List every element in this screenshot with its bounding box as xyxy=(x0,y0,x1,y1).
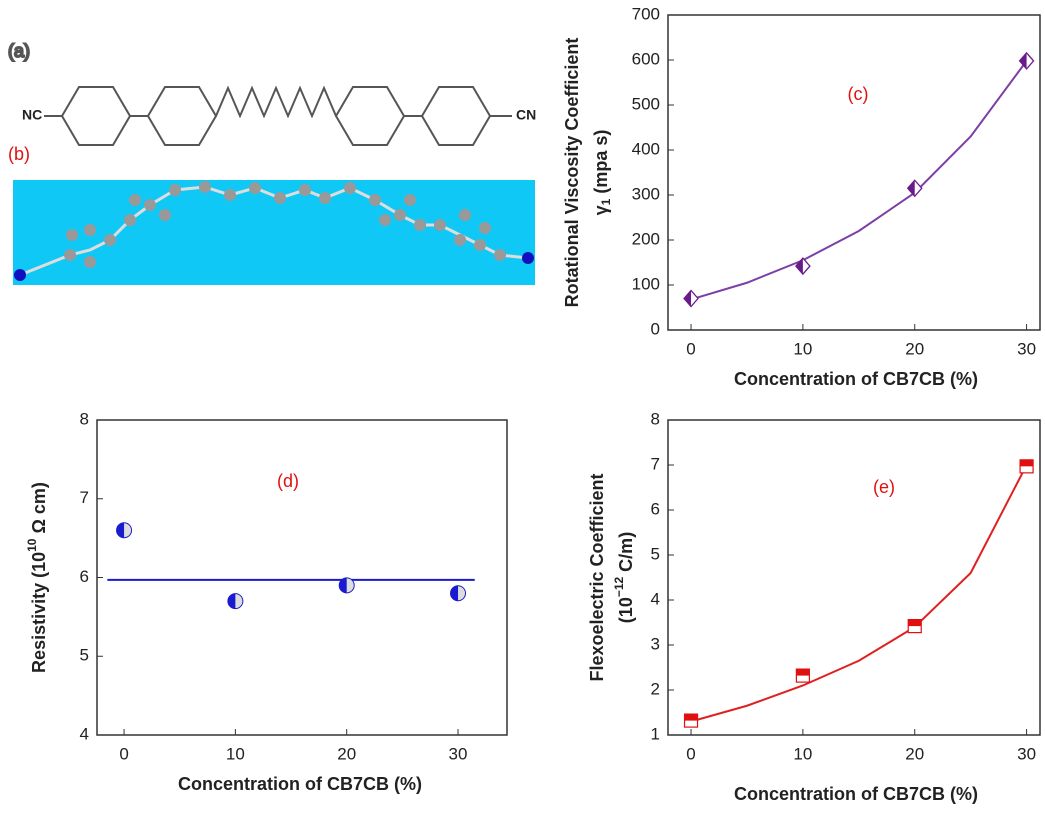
data-point xyxy=(1020,460,1033,473)
x-tick-label: 30 xyxy=(449,744,468,763)
y-tick-label: 700 xyxy=(632,4,660,23)
y-tick-label: 2 xyxy=(651,679,660,698)
y-axis-title-part: (10 xyxy=(29,552,49,578)
y-tick-label: 7 xyxy=(651,454,660,473)
y-tick-label: 6 xyxy=(80,567,89,586)
marker-fill xyxy=(908,180,915,196)
annotation: (e) xyxy=(873,477,895,497)
y-axis-title-part: Ω cm) xyxy=(29,482,49,533)
y-tick-label: 500 xyxy=(632,94,660,113)
y-tick-label: 4 xyxy=(651,589,660,608)
y-axis-title-part: 10 xyxy=(25,538,39,552)
y-tick-label: 1 xyxy=(651,724,660,743)
y-axis-title: (10−12 C/m) xyxy=(612,532,636,623)
data-point xyxy=(228,594,243,609)
x-tick-label: 0 xyxy=(686,339,695,358)
marker-fill xyxy=(228,594,235,609)
y-tick-label: 100 xyxy=(632,274,660,293)
y-tick-label: 3 xyxy=(651,634,660,653)
x-tick-label: 0 xyxy=(686,744,695,763)
marker-fill xyxy=(117,523,124,538)
y-axis-title-part: Resistivity xyxy=(29,583,49,673)
y-axis-title-part: (10 xyxy=(616,597,636,623)
y-tick-label: 600 xyxy=(632,49,660,68)
y-axis-title-part: Flexoelectric Coefficient xyxy=(587,473,607,681)
data-point xyxy=(796,258,810,274)
data-point xyxy=(908,180,922,196)
data-point xyxy=(451,586,466,601)
panel-label: (a) xyxy=(8,41,30,61)
x-tick-label: 10 xyxy=(226,744,245,763)
y-axis-title: Flexoelectric Coefficient xyxy=(587,473,607,681)
y-axis-title-part: −12 xyxy=(612,576,626,597)
marker-fill xyxy=(685,714,698,721)
y-tick-label: 4 xyxy=(80,724,89,743)
group-label: CN xyxy=(516,107,536,123)
y-tick-label: 5 xyxy=(651,544,660,563)
x-tick-label: 0 xyxy=(119,744,128,763)
marker-fill xyxy=(796,258,803,274)
x-axis-title: Concentration of CB7CB (%) xyxy=(734,784,978,804)
y-axis-title-part: C/m) xyxy=(616,532,636,572)
axes-frame xyxy=(668,420,1040,735)
y-axis-title-part: γ xyxy=(591,205,611,215)
y-tick-label: 8 xyxy=(80,409,89,428)
y-tick-label: 6 xyxy=(651,499,660,518)
data-point xyxy=(908,620,921,633)
y-axis-title-part: (mpa s) xyxy=(591,130,611,194)
x-tick-label: 20 xyxy=(905,339,924,358)
axes-frame xyxy=(97,420,507,735)
panel-label: (b) xyxy=(8,144,30,164)
marker-fill xyxy=(684,291,691,307)
group-label: NC xyxy=(22,107,42,123)
marker-fill xyxy=(908,620,921,627)
data-point xyxy=(339,578,354,593)
y-tick-label: 200 xyxy=(632,229,660,248)
marker-fill xyxy=(1020,460,1033,467)
y-tick-label: 300 xyxy=(632,184,660,203)
axes-frame xyxy=(668,15,1040,330)
x-tick-label: 30 xyxy=(1017,744,1036,763)
data-point xyxy=(684,291,698,307)
y-axis-title: Rotational Viscosity Coefficient xyxy=(562,38,582,308)
data-point xyxy=(685,714,698,727)
y-tick-label: 400 xyxy=(632,139,660,158)
x-tick-label: 30 xyxy=(1017,339,1036,358)
marker-fill xyxy=(451,586,458,601)
y-axis-title: γ1 (mpa s) xyxy=(591,130,613,216)
annotation: (d) xyxy=(277,471,299,491)
molecule-structure: (a) NC CN (b) xyxy=(8,41,536,285)
y-axis-title-part: Rotational Viscosity Coefficient xyxy=(562,38,582,308)
x-axis-title: Concentration of CB7CB (%) xyxy=(734,369,978,389)
fit-line xyxy=(691,465,1027,722)
data-point xyxy=(117,523,132,538)
annotation: (c) xyxy=(848,84,869,104)
x-axis-title: Concentration of CB7CB (%) xyxy=(178,774,422,794)
marker-fill xyxy=(796,669,809,676)
y-axis-title-part: 1 xyxy=(599,198,613,205)
y-axis-title: Resistivity (1010 Ω cm) xyxy=(25,482,49,673)
y-tick-label: 7 xyxy=(80,488,89,507)
x-tick-label: 10 xyxy=(793,339,812,358)
y-tick-label: 8 xyxy=(651,409,660,428)
x-tick-label: 20 xyxy=(337,744,356,763)
y-tick-label: 0 xyxy=(651,319,660,338)
x-tick-label: 10 xyxy=(793,744,812,763)
figure: (a) NC CN (b) 01002003004005006007000102… xyxy=(0,0,1045,811)
data-point xyxy=(796,669,809,682)
y-tick-label: 5 xyxy=(80,646,89,665)
x-tick-label: 20 xyxy=(905,744,924,763)
